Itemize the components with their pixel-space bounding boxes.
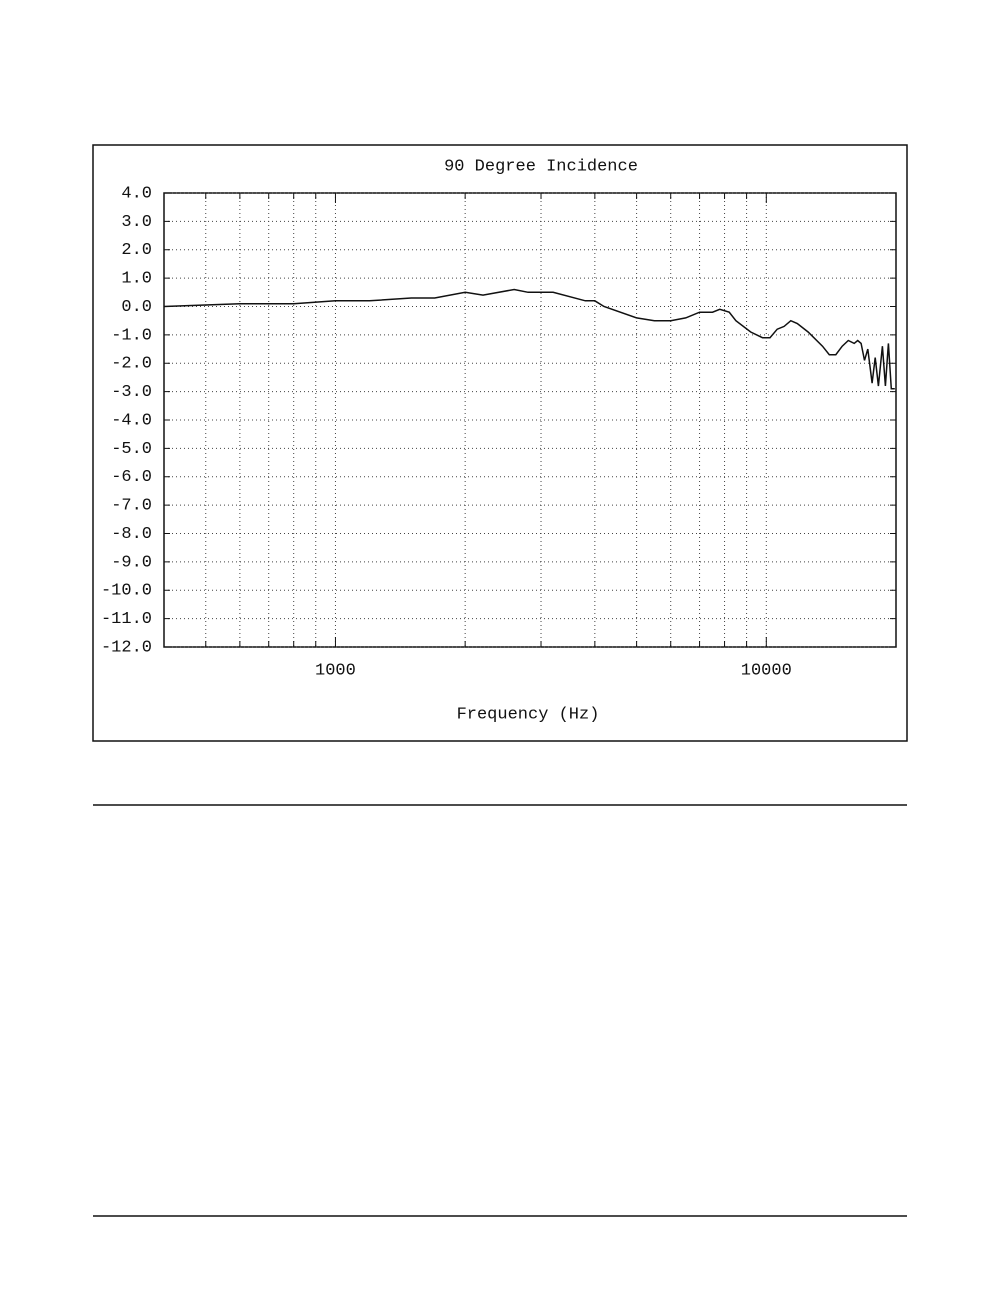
y-tick-label: -1.0 bbox=[111, 326, 152, 345]
y-tick-label: -9.0 bbox=[111, 553, 152, 572]
x-axis-label: Frequency (Hz) bbox=[457, 705, 600, 724]
y-tick-label: 3.0 bbox=[121, 213, 152, 232]
chart-frame bbox=[92, 144, 908, 742]
y-tick-label: -8.0 bbox=[111, 525, 152, 544]
x-tick-label: 10000 bbox=[741, 661, 792, 680]
x-tick-label: 1000 bbox=[315, 661, 356, 680]
plot-area bbox=[163, 192, 897, 648]
y-tick-label: -10.0 bbox=[101, 582, 152, 601]
y-tick-label: 4.0 bbox=[121, 184, 152, 203]
y-tick-label: -2.0 bbox=[111, 355, 152, 374]
y-tick-label: -11.0 bbox=[101, 610, 152, 629]
chart-title: 90 Degree Incidence bbox=[444, 157, 638, 176]
y-tick-label: -12.0 bbox=[101, 638, 152, 657]
y-tick-label: -6.0 bbox=[111, 468, 152, 487]
y-tick-label: -3.0 bbox=[111, 383, 152, 402]
data-line bbox=[163, 288, 895, 390]
y-tick-label: 2.0 bbox=[121, 241, 152, 260]
y-tick-label: 0.0 bbox=[121, 298, 152, 317]
y-tick-label: -4.0 bbox=[111, 411, 152, 430]
y-tick-label: -7.0 bbox=[111, 497, 152, 516]
y-tick-label: 1.0 bbox=[121, 270, 152, 289]
y-tick-label: -5.0 bbox=[111, 440, 152, 459]
